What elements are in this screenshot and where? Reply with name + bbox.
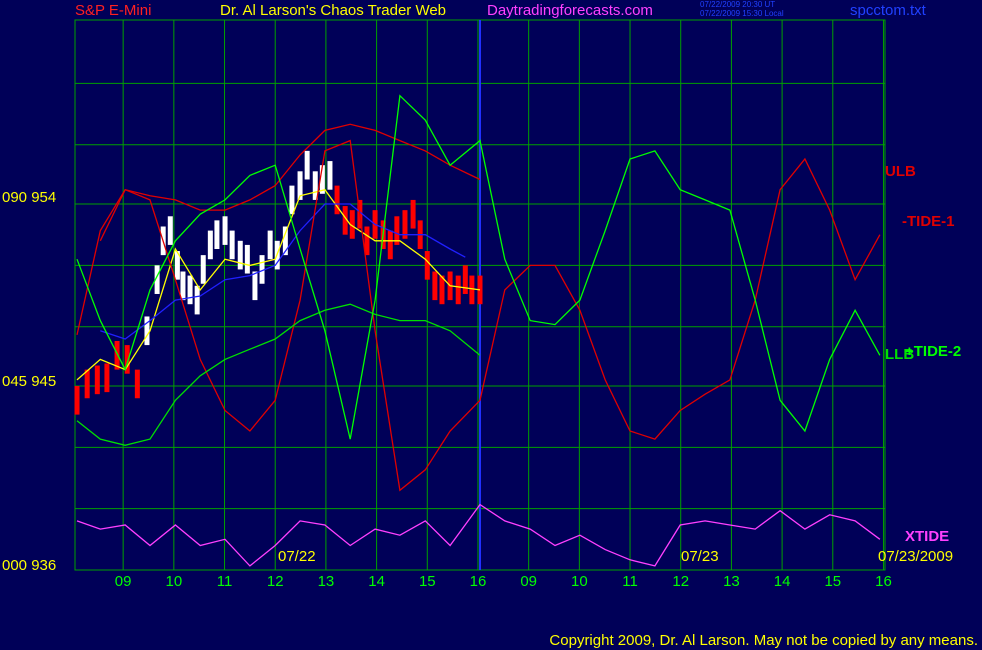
x-tick-label: 09 (520, 573, 537, 590)
series-label: XTIDE (905, 528, 949, 545)
x-tick-label: 10 (571, 573, 588, 590)
series-line (76, 139, 881, 492)
chart-title: Dr. Al Larson's Chaos Trader Web (220, 2, 446, 19)
x-tick-label: 12 (672, 573, 689, 590)
x-tick-label: 16 (875, 573, 892, 590)
series-line (76, 303, 481, 446)
timestamp: 07/22/2009 15:30 Local (700, 9, 784, 18)
timestamp: 07/22/2009 20:30 UT (700, 0, 775, 9)
copyright: Copyright 2009, Dr. Al Larson. May not b… (549, 632, 978, 649)
series-line (76, 503, 881, 567)
x-tick-label: 15 (824, 573, 841, 590)
x-tick-label: 16 (470, 573, 487, 590)
date-label: 07/23/2009 (878, 548, 953, 565)
series-line (76, 94, 881, 440)
y-tick-label: 045 945 (2, 373, 56, 390)
symbol: S&P E-Mini (75, 2, 151, 19)
date-label: 07/22 (278, 548, 316, 565)
x-tick-label: 14 (774, 573, 791, 590)
file-name: spcctom.txt (850, 2, 927, 19)
x-tick-label: 11 (217, 573, 233, 590)
x-tick-label: 10 (165, 573, 182, 590)
site: Daytradingforecasts.com (487, 2, 653, 19)
x-tick-label: 13 (723, 573, 740, 590)
y-tick-label: 000 936 (2, 557, 56, 574)
series-label: LLB (885, 346, 914, 363)
x-tick-label: 09 (115, 573, 132, 590)
x-tick-label: 15 (419, 573, 436, 590)
series-label: +TIDE-2 (905, 343, 961, 360)
series-line (76, 188, 481, 381)
series-line (100, 203, 466, 340)
series-line (99, 123, 481, 242)
plot (74, 94, 881, 567)
x-tick-label: 14 (368, 573, 385, 590)
series-label: ULB (885, 163, 916, 180)
y-tick-label: 090 954 (2, 189, 56, 206)
date-label: 07/23 (681, 548, 719, 565)
x-tick-label: 13 (318, 573, 335, 590)
x-tick-label: 12 (267, 573, 284, 590)
series-label: -TIDE-1 (902, 213, 955, 230)
x-tick-label: 11 (622, 573, 638, 590)
grid (75, 20, 885, 570)
